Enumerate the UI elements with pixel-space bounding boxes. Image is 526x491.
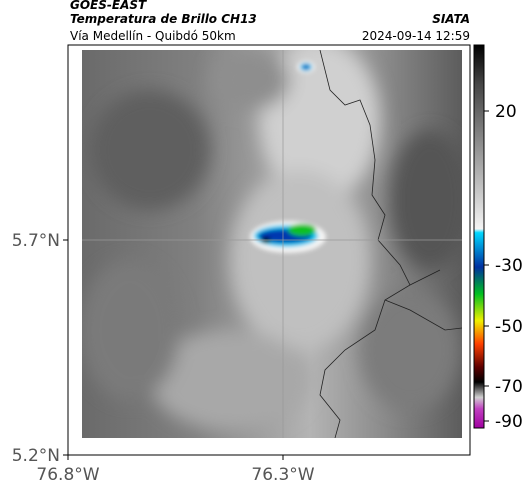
x-tick-label: 76.8°W (36, 465, 99, 485)
source: GOES-EAST (70, 0, 147, 12)
y-tick-label: 5.7°N (12, 231, 60, 251)
subtitle: Vía Medellín - Quibdó 50km (70, 29, 236, 43)
org: SIATA (432, 12, 470, 26)
colorbar-tick-label: -90 (495, 412, 523, 432)
colorbar-tick-label: 20 (495, 102, 517, 122)
colorbar (473, 44, 485, 429)
colorbar-tick-label: -50 (495, 317, 523, 337)
colorbar-tick-label: -70 (495, 377, 523, 397)
x-tick-label: 76.3°W (251, 465, 314, 485)
timestamp: 2024-09-14 12:59 (362, 29, 470, 43)
title: Temperatura de Brillo CH13 (70, 12, 257, 26)
satellite-image (82, 50, 462, 438)
map-frame (67, 44, 471, 456)
y-tick-label: 5.2°N (12, 446, 60, 466)
colorbar-tick-label: -30 (495, 256, 523, 276)
